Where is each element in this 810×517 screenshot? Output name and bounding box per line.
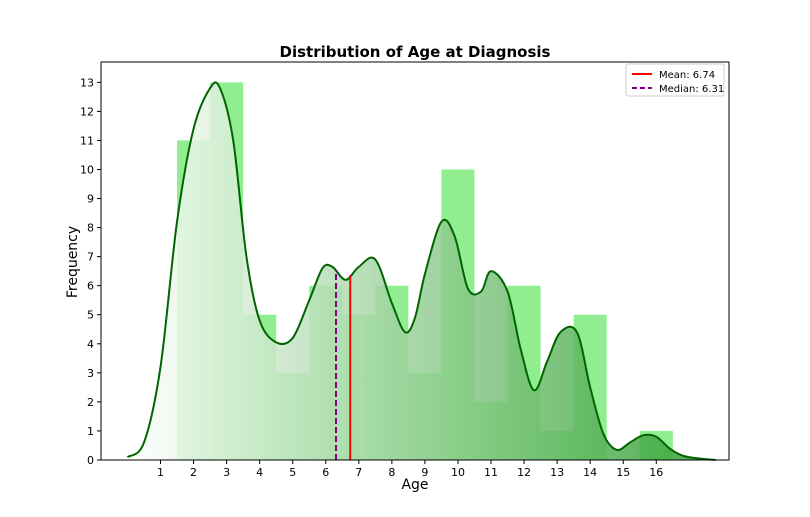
- kde-line: [126, 81, 716, 461]
- x-tick-label: 6: [322, 466, 329, 479]
- legend-mean-label: Mean: 6.74: [659, 70, 715, 81]
- y-tick-label: 11: [80, 134, 94, 147]
- axes-frame: [100, 61, 730, 461]
- x-tick-label: 2: [190, 466, 197, 479]
- x-tick-label: 9: [421, 466, 428, 479]
- x-tick-label: 3: [223, 466, 230, 479]
- y-axis-label: Frequency: [65, 226, 81, 298]
- y-tick-label: 6: [87, 280, 94, 293]
- y-tick-label: 12: [80, 105, 94, 118]
- kde-area: [127, 82, 716, 461]
- plot-area: [126, 81, 716, 461]
- x-tick-label: 11: [484, 466, 498, 479]
- y-tick-label: 2: [87, 396, 94, 409]
- y-tick-label: 1: [87, 425, 94, 438]
- x-tick-label: 4: [256, 466, 263, 479]
- y-tick-label: 8: [87, 222, 94, 235]
- y-tick-label: 9: [87, 193, 94, 206]
- x-tick-label: 16: [649, 466, 663, 479]
- x-axis: 1 2 3 4 5 6 7 8 9 10 11 12 13 14 15 16: [157, 460, 663, 479]
- x-tick-label: 1: [157, 466, 164, 479]
- x-tick-label: 5: [289, 466, 296, 479]
- y-tick-label: 10: [80, 163, 94, 176]
- y-tick-label: 3: [87, 367, 94, 380]
- x-tick-label: 14: [583, 466, 597, 479]
- x-tick-label: 7: [355, 466, 362, 479]
- y-tick-label: 7: [87, 251, 94, 264]
- y-tick-label: 4: [87, 338, 94, 351]
- y-tick-label: 5: [87, 309, 94, 322]
- x-axis-label: Age: [401, 477, 428, 493]
- y-tick-label: 0: [87, 454, 94, 467]
- x-tick-label: 8: [388, 466, 395, 479]
- x-tick-label: 15: [616, 466, 630, 479]
- x-tick-label: 13: [550, 466, 564, 479]
- chart-title: Distribution of Age at Diagnosis: [280, 43, 551, 61]
- x-tick-label: 10: [451, 466, 465, 479]
- legend: Mean: 6.74 Median: 6.31: [625, 63, 725, 97]
- legend-median-label: Median: 6.31: [659, 84, 724, 95]
- x-tick-label: 12: [517, 466, 531, 479]
- y-tick-label: 13: [80, 76, 94, 89]
